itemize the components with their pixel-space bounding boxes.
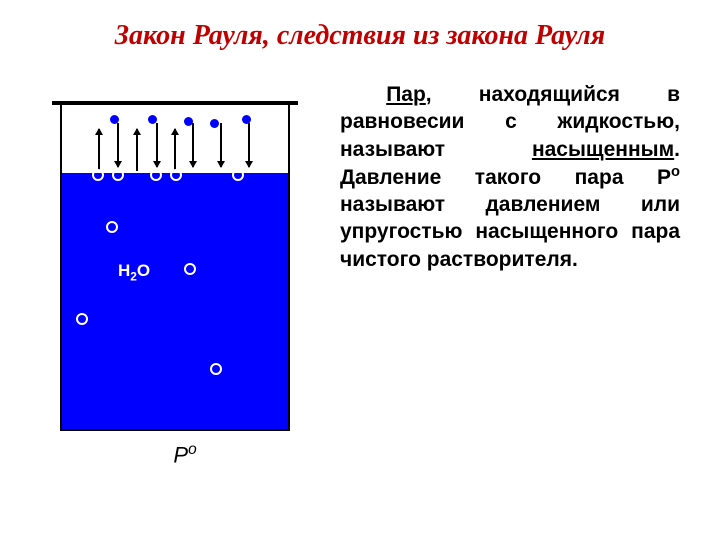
- h2o-label: H2O: [118, 261, 150, 283]
- surface-molecule: [112, 169, 124, 181]
- h2o-o: O: [137, 261, 150, 280]
- condensation-arrow: [248, 123, 250, 167]
- diagram-column: H2O Po: [60, 81, 310, 468]
- evaporation-arrow: [174, 129, 176, 171]
- surface-molecule: [150, 169, 162, 181]
- title-text: Закон Рауля, следствия из закона Рауля: [115, 20, 605, 51]
- liquid-molecule: [106, 221, 118, 233]
- page-title: Закон Рауля, следствия из закона Рауля: [0, 0, 720, 61]
- diagram-caption: Po: [60, 441, 310, 468]
- condensation-arrow: [220, 123, 222, 167]
- caption-p: P: [173, 442, 188, 467]
- para-p: P: [657, 166, 671, 189]
- surface-molecule: [92, 169, 104, 181]
- h2o-sub: 2: [130, 269, 137, 283]
- vessel-diagram: H2O: [60, 101, 290, 431]
- surface-molecule: [232, 169, 244, 181]
- evaporation-arrow: [98, 129, 100, 171]
- content-row: H2O Po Пар, находящийся в равновесии с ж…: [0, 61, 720, 468]
- surface-molecule: [170, 169, 182, 181]
- para-indent: [340, 83, 386, 106]
- word-par: Пар: [386, 83, 426, 106]
- condensation-arrow: [156, 123, 158, 167]
- para-t3: называют давлением или упругостью насыще…: [340, 193, 680, 271]
- h2o-h: H: [118, 261, 130, 280]
- description-paragraph: Пар, находящийся в равновесии с жидкость…: [340, 81, 690, 468]
- liquid-molecule: [76, 313, 88, 325]
- liquid-molecule: [210, 363, 222, 375]
- condensation-arrow: [192, 123, 194, 167]
- para-sup: о: [671, 164, 680, 180]
- word-saturated: насыщенным: [532, 138, 674, 161]
- liquid-molecule: [184, 263, 196, 275]
- caption-sup: o: [188, 441, 197, 458]
- evaporation-arrow: [136, 129, 138, 171]
- condensation-arrow: [117, 123, 119, 167]
- liquid-region: [62, 173, 288, 429]
- vapor-molecule: [210, 119, 219, 128]
- vessel-lid: [52, 101, 298, 105]
